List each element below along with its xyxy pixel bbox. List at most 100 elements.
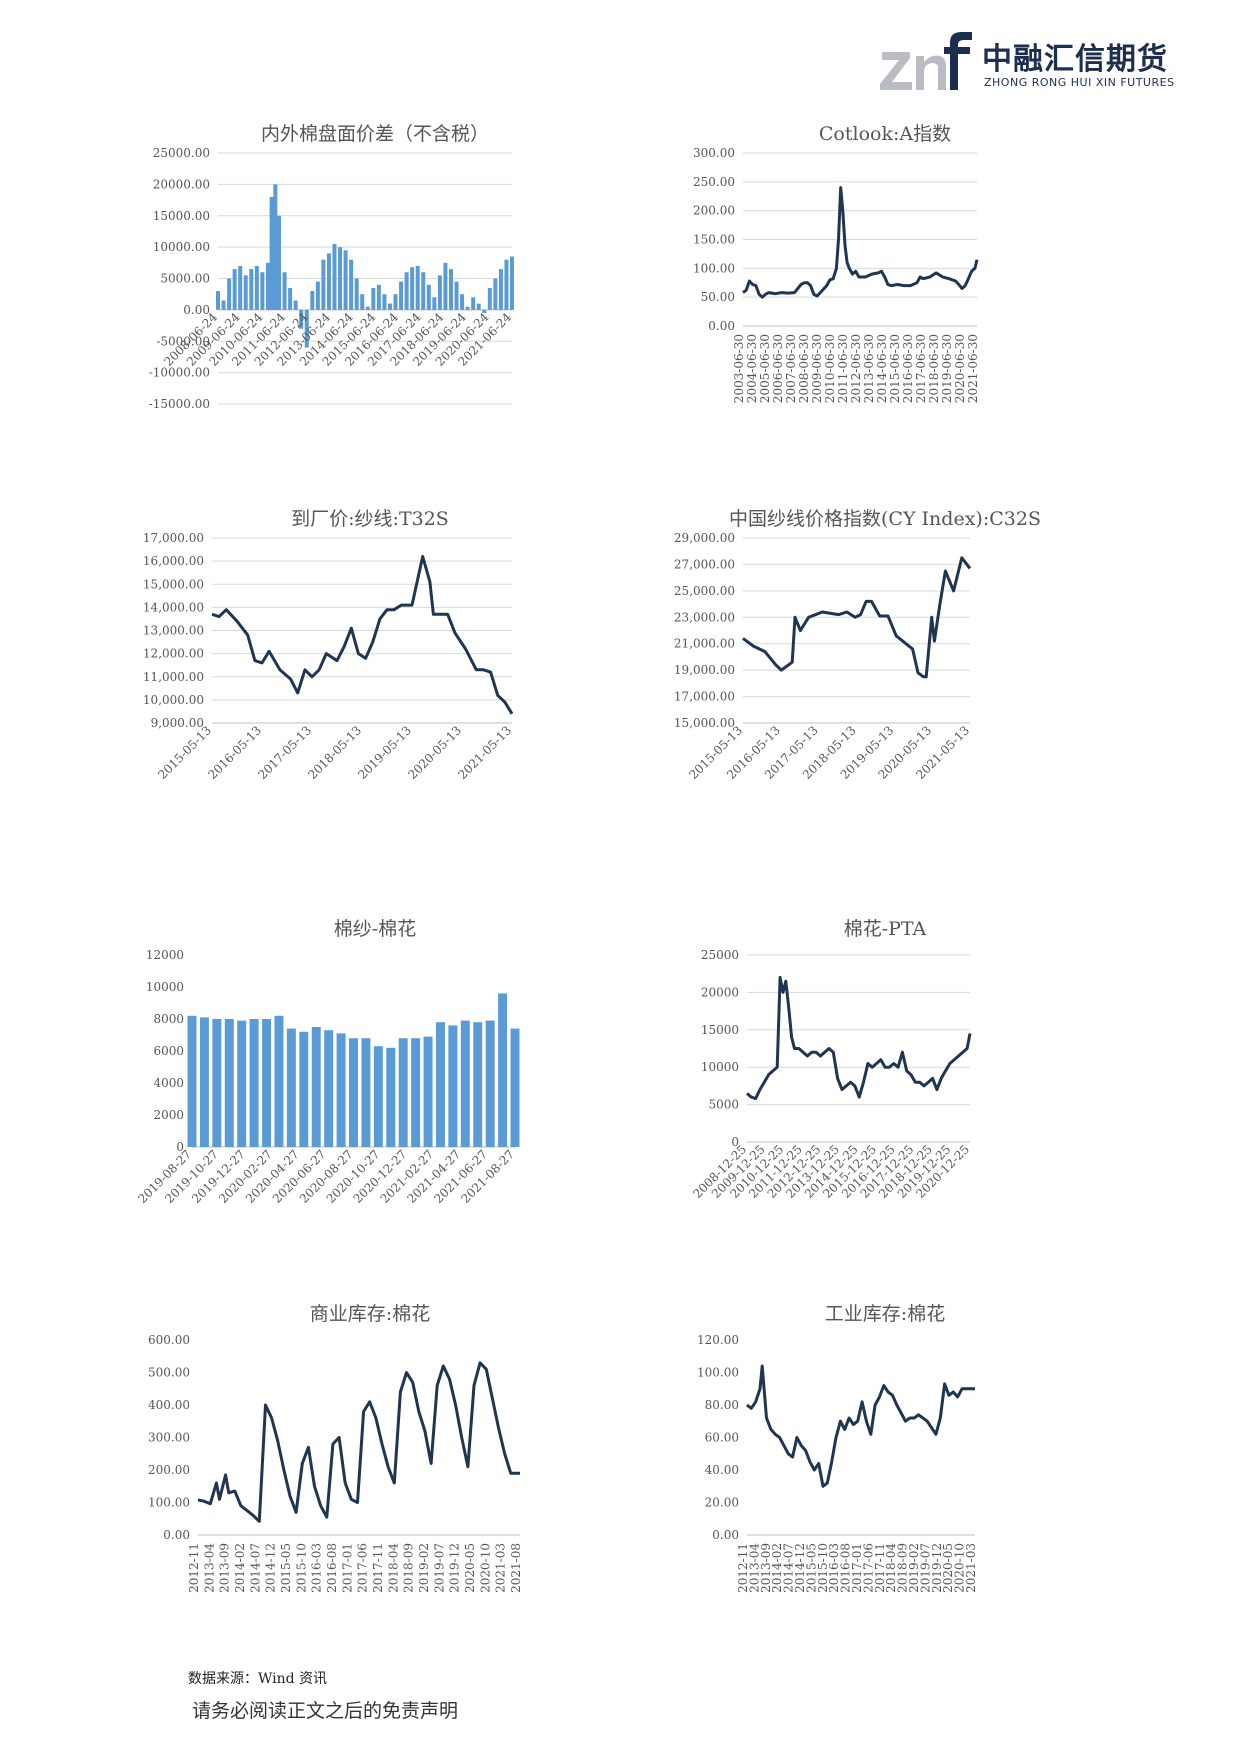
disclaimer-notice: 请务必阅读正文之后的免责声明 bbox=[192, 1700, 459, 1722]
y-tick-label: 12000 bbox=[146, 948, 184, 962]
y-tick-label: 29,000.00 bbox=[674, 531, 735, 545]
bar bbox=[249, 269, 254, 310]
x-tick-label: 2014-02 bbox=[233, 1543, 247, 1593]
bar bbox=[482, 309, 487, 314]
bar bbox=[387, 303, 392, 310]
bar bbox=[487, 287, 492, 310]
y-tick-label: 0.00 bbox=[163, 1528, 190, 1542]
bar bbox=[299, 309, 304, 329]
bar bbox=[432, 297, 437, 310]
bar bbox=[304, 309, 309, 348]
bar bbox=[311, 1027, 321, 1147]
y-tick-label: 120.00 bbox=[697, 1333, 739, 1347]
bar bbox=[349, 1038, 358, 1147]
chart-cotton-pta: 棉花-PTA 25000200001500010000500002008-12-… bbox=[690, 918, 972, 1201]
bar bbox=[277, 215, 282, 310]
chart-title: 工业库存:棉花 bbox=[825, 1303, 945, 1325]
y-tick-label: 23,000.00 bbox=[674, 610, 735, 624]
x-tick-label: 2018-06-30 bbox=[927, 334, 941, 403]
x-tick-label: 2019-06-30 bbox=[940, 334, 954, 403]
x-tick-label: 2020-10 bbox=[478, 1543, 492, 1593]
y-tick-label: 20000.00 bbox=[153, 177, 210, 191]
bar bbox=[435, 1022, 445, 1147]
y-tick-label: -10000.00 bbox=[149, 366, 210, 380]
y-tick-label: 300.00 bbox=[148, 1431, 190, 1445]
y-tick-label: 80.00 bbox=[705, 1398, 739, 1412]
bar bbox=[454, 281, 459, 310]
x-tick-label: 2020-10 bbox=[953, 1543, 967, 1593]
y-tick-label: 400.00 bbox=[148, 1398, 190, 1412]
x-tick-label: 2017-01 bbox=[340, 1543, 354, 1593]
bar bbox=[371, 287, 376, 310]
bar bbox=[373, 1046, 383, 1147]
x-tick-label: 2015-10 bbox=[816, 1543, 830, 1593]
y-tick-label: 0 bbox=[176, 1140, 184, 1154]
y-tick-label: 25000.00 bbox=[153, 146, 210, 160]
x-tick-label: 2016-08 bbox=[325, 1543, 339, 1593]
y-tick-label: 21,000.00 bbox=[674, 637, 735, 651]
x-tick-label: 2021-03 bbox=[964, 1543, 978, 1593]
bar bbox=[293, 300, 298, 310]
bar bbox=[448, 1025, 458, 1147]
bar bbox=[332, 243, 337, 310]
bar bbox=[423, 1036, 433, 1147]
bar bbox=[393, 294, 398, 310]
x-tick-label: 2021-06-30 bbox=[966, 334, 980, 403]
y-tick-label: 4000 bbox=[153, 1076, 184, 1090]
x-tick-label: 2019-07 bbox=[918, 1543, 932, 1593]
chart-title: 棉纱-棉花 bbox=[334, 918, 416, 940]
bar bbox=[476, 303, 481, 310]
x-tick-label: 2005-06-30 bbox=[758, 334, 772, 403]
bar bbox=[324, 1030, 334, 1147]
x-tick-label: 2015-05 bbox=[279, 1543, 293, 1593]
x-tick-label: 2012-06-30 bbox=[849, 334, 863, 403]
x-tick-label: 2015-05 bbox=[804, 1543, 818, 1593]
x-tick-label: 2013-04 bbox=[747, 1543, 761, 1593]
bar bbox=[286, 1028, 296, 1147]
x-tick-label: 2003-06-30 bbox=[732, 334, 746, 403]
bar bbox=[498, 269, 503, 310]
x-tick-label: 2013-09 bbox=[218, 1543, 232, 1593]
y-tick-label: 8000 bbox=[153, 1012, 184, 1026]
x-tick-label: 2016-03 bbox=[827, 1543, 841, 1593]
y-tick-label: 10000 bbox=[146, 980, 184, 994]
y-tick-label: 100.00 bbox=[693, 261, 735, 275]
x-tick-label: 2015-10 bbox=[294, 1543, 308, 1593]
chart-title: 中国纱线价格指数(CY Index):C32S bbox=[729, 508, 1041, 530]
y-tick-label: -5000.00 bbox=[156, 334, 210, 348]
x-tick-label: 2018-09 bbox=[402, 1543, 416, 1593]
y-tick-label: 5000 bbox=[708, 1098, 739, 1112]
y-tick-label: 15,000.00 bbox=[143, 577, 204, 591]
company-logo: 中融汇信期货 ZHONG RONG HUI XIN FUTURES bbox=[880, 28, 1180, 98]
x-tick-label: 2017-06 bbox=[356, 1543, 370, 1593]
bar bbox=[509, 256, 515, 310]
y-tick-label: 150.00 bbox=[693, 233, 735, 247]
y-tick-label: 0.00 bbox=[708, 319, 735, 333]
bar bbox=[361, 1038, 371, 1147]
y-tick-label: 10000.00 bbox=[153, 240, 210, 254]
chart-spread-bar: 内外棉盘面价差（不含税） 25000.00 20000.00 15000.00 100… bbox=[149, 123, 515, 411]
y-tick-label: 27,000.00 bbox=[674, 557, 735, 571]
bar bbox=[338, 247, 343, 310]
bar bbox=[411, 1038, 421, 1147]
y-tick-label: -15000.00 bbox=[149, 397, 210, 411]
bar bbox=[321, 259, 326, 310]
y-tick-label: 0 bbox=[731, 1135, 739, 1149]
x-tick-label: 2019-07 bbox=[432, 1543, 446, 1593]
chart-title: 棉花-PTA bbox=[844, 918, 927, 940]
bar bbox=[399, 281, 404, 310]
bar bbox=[274, 1015, 284, 1147]
bar bbox=[336, 1033, 346, 1147]
bar bbox=[473, 1022, 483, 1147]
x-tick-label: 2017-06-30 bbox=[914, 334, 928, 403]
bar bbox=[310, 291, 315, 310]
bar bbox=[410, 267, 415, 310]
x-tick-label: 2015-06-30 bbox=[888, 334, 902, 403]
bar bbox=[485, 1020, 495, 1147]
bar bbox=[262, 1019, 272, 1147]
bar bbox=[398, 1038, 408, 1147]
series-line bbox=[746, 975, 972, 1101]
y-tick-label: 25000 bbox=[701, 948, 739, 962]
bar bbox=[282, 272, 287, 310]
x-tick-label: 2020-06-30 bbox=[953, 334, 967, 403]
